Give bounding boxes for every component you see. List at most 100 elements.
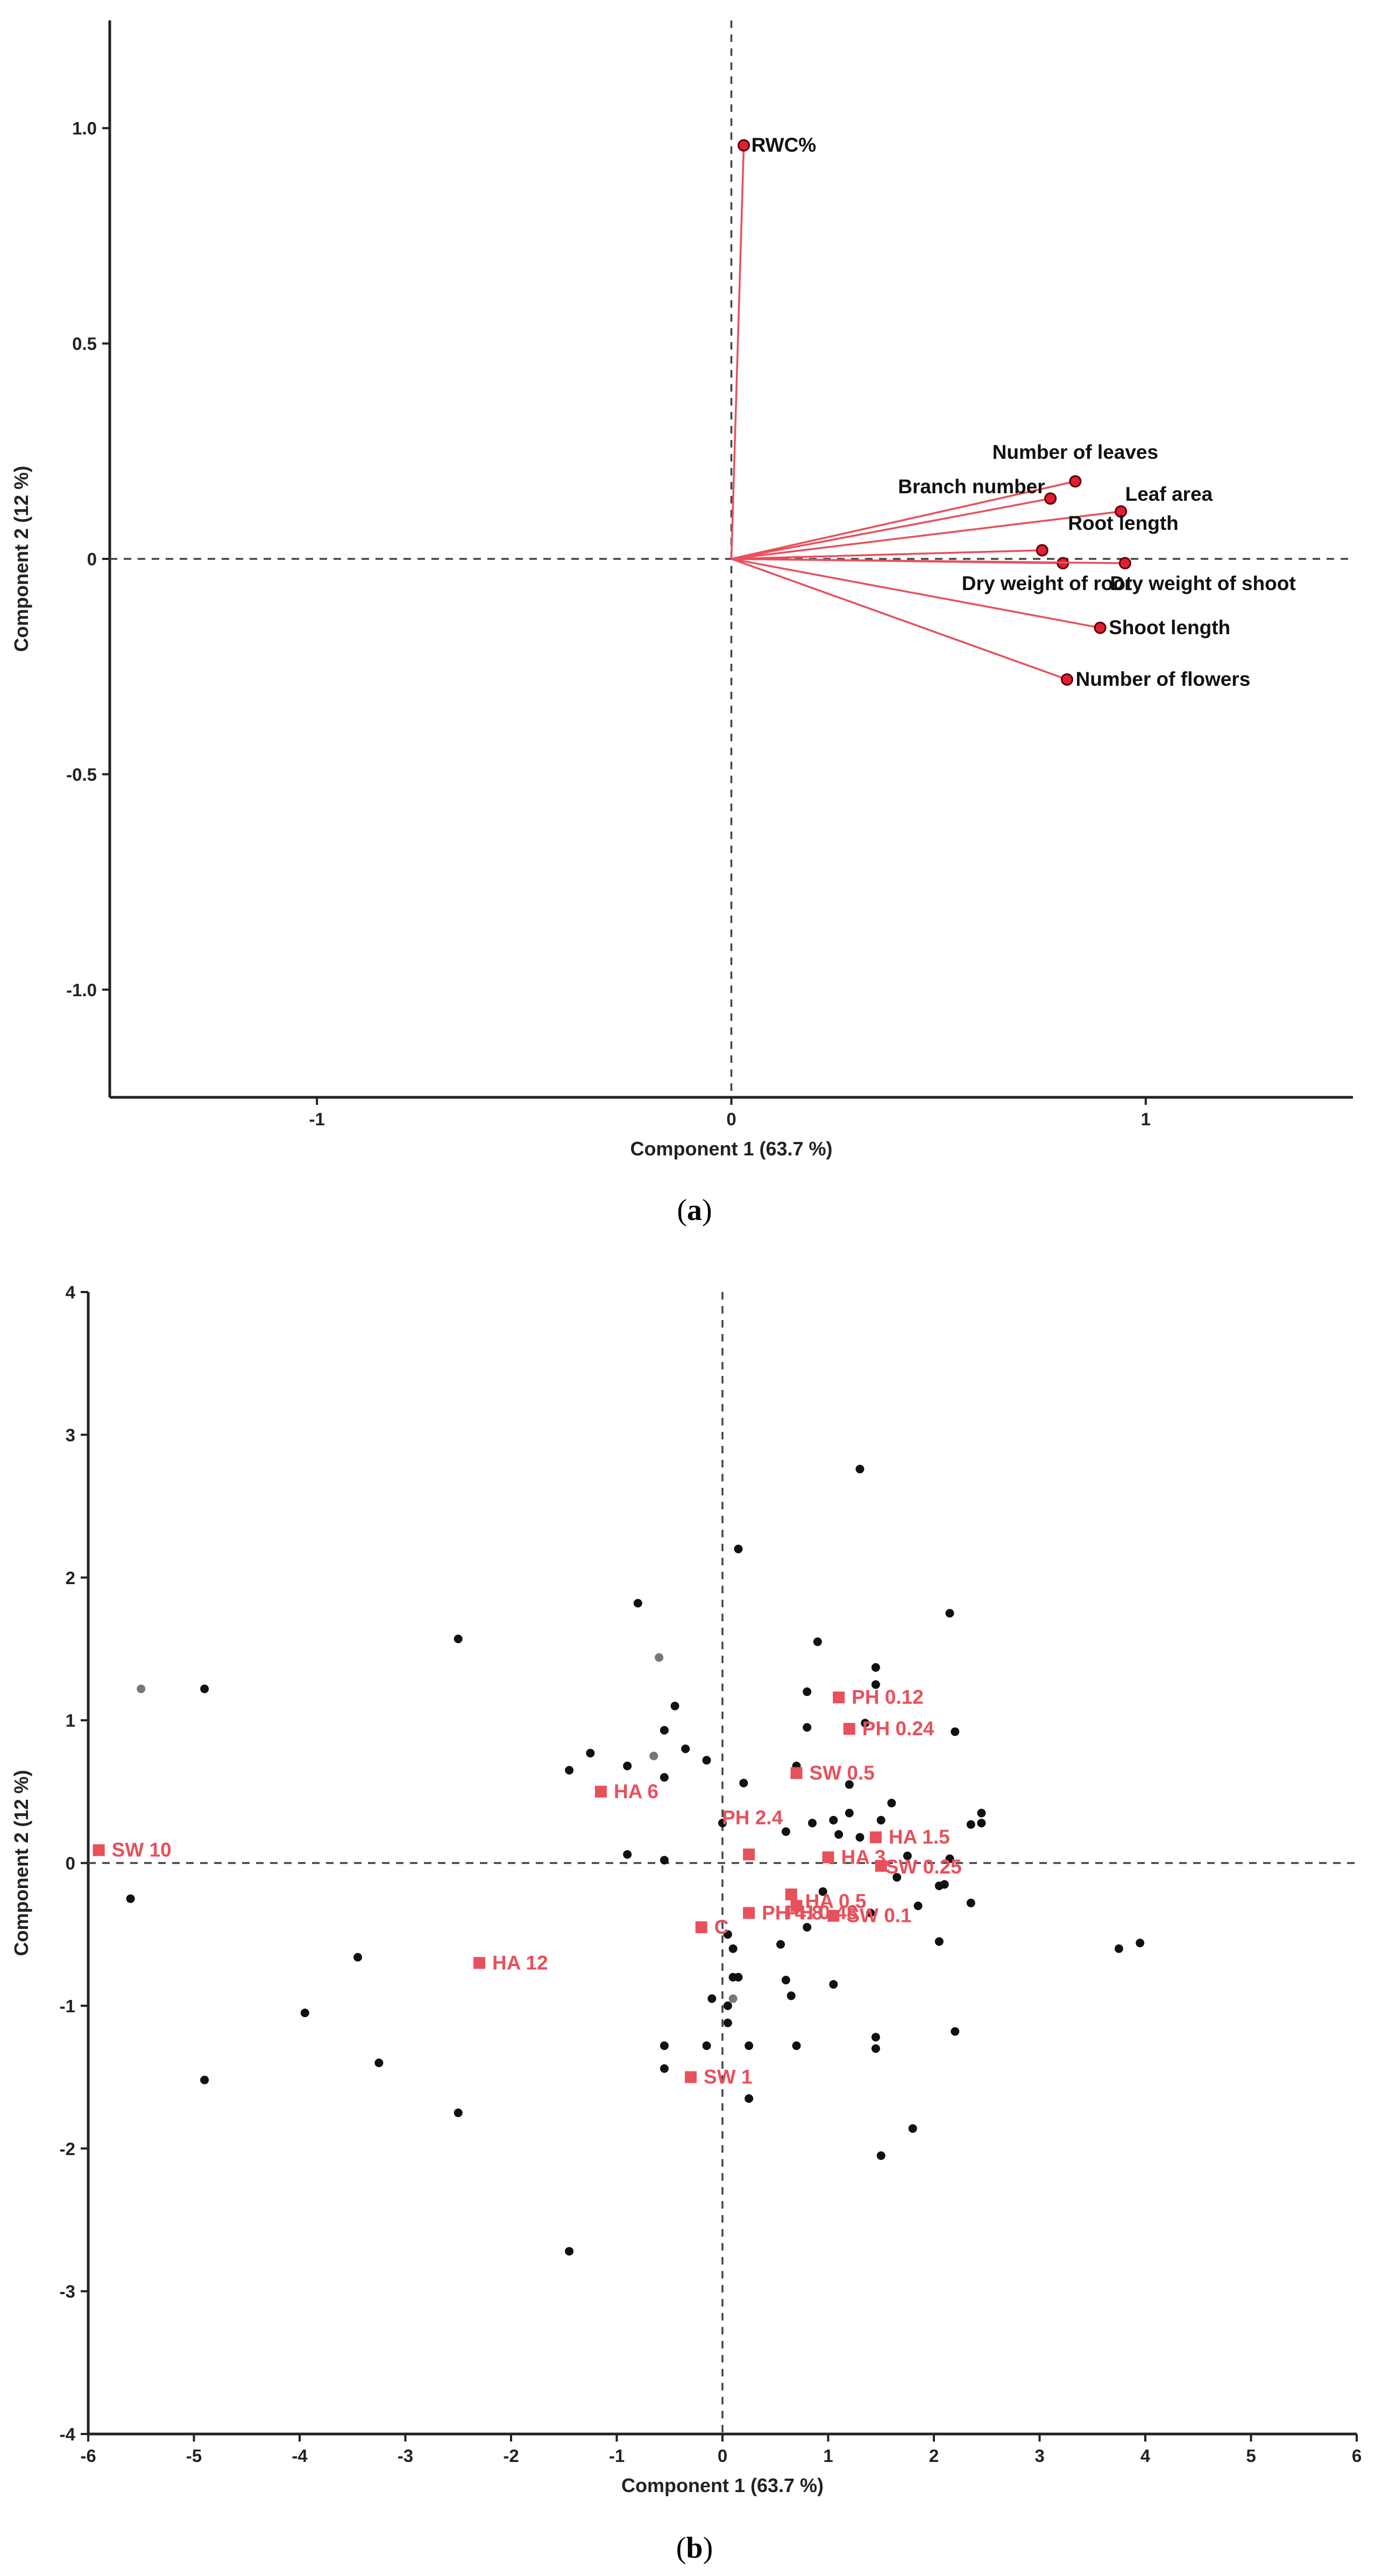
loading-vector-root-length bbox=[731, 549, 1043, 560]
observation-point bbox=[734, 1544, 743, 1553]
observation-point bbox=[126, 1894, 135, 1903]
y-tick-label: -4 bbox=[60, 2424, 76, 2444]
y-tick-label: -3 bbox=[60, 2282, 75, 2302]
treatment-marker-ph-0-12 bbox=[833, 1691, 845, 1704]
x-tick-label: -1 bbox=[609, 2446, 625, 2466]
treatment-label-ha-1-5: HA 1.5 bbox=[889, 1826, 950, 1848]
treatment-label-c: C bbox=[714, 1916, 729, 1938]
loading-point-root-length bbox=[1036, 544, 1048, 557]
observation-point bbox=[792, 2041, 801, 2050]
panel-label-b: (b) bbox=[676, 2531, 713, 2565]
treatment-marker-ph-2-4 bbox=[743, 1848, 755, 1861]
x-tick-label: 6 bbox=[1352, 2446, 1362, 2466]
loading-vector-branch-number bbox=[731, 498, 1051, 560]
loading-point-branch-number bbox=[1044, 492, 1057, 505]
observation-point bbox=[818, 1887, 827, 1896]
y-tick-label: -0.5 bbox=[66, 764, 97, 784]
observation-point bbox=[660, 1726, 669, 1735]
loading-label-branch-number: Branch number bbox=[898, 476, 1045, 498]
treatment-marker-sw-1 bbox=[685, 2071, 697, 2083]
y-tick-label: -2 bbox=[60, 2139, 75, 2159]
x-tick-label: 3 bbox=[1034, 2446, 1044, 2466]
y-tick-label: 0 bbox=[66, 1854, 75, 1874]
panel-label-a: (a) bbox=[677, 1194, 712, 1227]
loading-label-root-length: Root length bbox=[1068, 512, 1179, 534]
loading-point-number-of-leaves bbox=[1069, 475, 1082, 488]
treatment-marker-sw-0-1 bbox=[827, 1910, 840, 1922]
loading-vector-shoot-length bbox=[731, 558, 1101, 629]
x-tick-label: -1 bbox=[309, 1109, 324, 1129]
observation-point bbox=[745, 2094, 754, 2103]
treatment-label-sw-10: SW 10 bbox=[112, 1839, 172, 1861]
observation-point bbox=[633, 1599, 642, 1608]
observation-point bbox=[670, 1701, 679, 1711]
treatment-label-sw-0-25: SW 0.25 bbox=[885, 1856, 962, 1878]
loading-vector-leaf-area bbox=[731, 510, 1121, 560]
observation-point bbox=[829, 1815, 838, 1825]
observation-point bbox=[723, 2018, 732, 2027]
loading-vector-rwc bbox=[730, 145, 745, 559]
observation-point bbox=[781, 1976, 790, 1985]
observation-point bbox=[813, 1637, 822, 1647]
observation-point bbox=[565, 2247, 574, 2256]
observation-point bbox=[803, 1723, 812, 1732]
x-tick-label: 5 bbox=[1246, 2446, 1256, 2466]
observation-point bbox=[871, 1663, 880, 1672]
observation-point bbox=[940, 1880, 949, 1889]
observation-point bbox=[977, 1808, 986, 1818]
observation-point bbox=[934, 1937, 944, 1946]
observation-point-gray bbox=[137, 1684, 146, 1693]
treatment-label-ph-0-24: PH 0.24 bbox=[862, 1718, 934, 1740]
loading-label-dry-weight-of-root: Dry weight of root bbox=[962, 572, 1132, 594]
observation-point bbox=[871, 2044, 880, 2053]
x-axis-title: Component 1 (63.7 %) bbox=[630, 1138, 832, 1160]
observation-point bbox=[861, 1719, 870, 1728]
observation-point bbox=[786, 1991, 796, 2000]
treatment-marker-sw-0-25 bbox=[875, 1860, 887, 1872]
loading-point-leaf-area bbox=[1115, 505, 1128, 518]
treatment-marker-ha-3 bbox=[822, 1851, 834, 1863]
treatment-label-ph-0-12: PH 0.12 bbox=[852, 1686, 924, 1708]
observation-point bbox=[966, 1898, 975, 1907]
treatment-label-sw-1: SW 1 bbox=[704, 2066, 752, 2088]
loading-vector-number-of-leaves bbox=[731, 480, 1076, 560]
observation-point bbox=[951, 2027, 960, 2036]
treatment-label-ph-2-4: PH 2.4 bbox=[722, 1807, 783, 1829]
observation-point bbox=[913, 1901, 923, 1911]
treatment-label-ha-12: HA 12 bbox=[492, 1951, 548, 1974]
x-tick-label: -4 bbox=[292, 2446, 308, 2466]
y-tick-label: 2 bbox=[66, 1568, 75, 1588]
observation-point bbox=[723, 2001, 732, 2010]
observation-point-gray bbox=[655, 1653, 664, 1662]
observation-point bbox=[723, 1930, 732, 1939]
y-tick-label: -1 bbox=[60, 1996, 75, 2016]
loading-point-shoot-length bbox=[1094, 621, 1107, 634]
observation-point bbox=[623, 1762, 632, 1771]
observation-point bbox=[855, 1465, 864, 1474]
observation-point bbox=[977, 1819, 986, 1828]
treatment-marker-ha-1-5 bbox=[869, 1831, 882, 1843]
observation-point bbox=[681, 1744, 690, 1754]
observation-point bbox=[707, 1994, 717, 2003]
x-tick-label: 1 bbox=[1141, 1109, 1151, 1129]
observation-point-gray bbox=[649, 1751, 658, 1761]
observation-point bbox=[453, 2108, 463, 2117]
y-tick-label: 0 bbox=[87, 549, 97, 569]
loading-point-number-of-flowers bbox=[1060, 673, 1073, 686]
observation-point bbox=[855, 1833, 864, 1842]
loading-label-dry-weight-of-shoot: Dry weight of shoot bbox=[1110, 572, 1295, 594]
loading-vector-dry-weight-of-shoot bbox=[731, 558, 1125, 564]
observation-point bbox=[1136, 1939, 1145, 1948]
observation-point bbox=[776, 1940, 785, 1949]
loading-point-dry-weight-of-shoot bbox=[1118, 557, 1131, 570]
observation-point bbox=[728, 1944, 738, 1953]
treatment-marker-ph-0-48 bbox=[785, 1888, 797, 1900]
loadings-plot-panel: -1 0 1 1.0 0.5 0 -0.5 -1.0 Component 1 (63.7 %) C… bbox=[10, 20, 1353, 1160]
observation-point bbox=[739, 1778, 748, 1787]
y-tick-label: 3 bbox=[66, 1425, 75, 1445]
observation-point bbox=[945, 1609, 954, 1618]
y-tick-label: 1 bbox=[66, 1711, 75, 1730]
x-tick-label: 2 bbox=[929, 2446, 939, 2466]
observation-point bbox=[866, 1908, 875, 1918]
observation-point bbox=[871, 2033, 880, 2042]
